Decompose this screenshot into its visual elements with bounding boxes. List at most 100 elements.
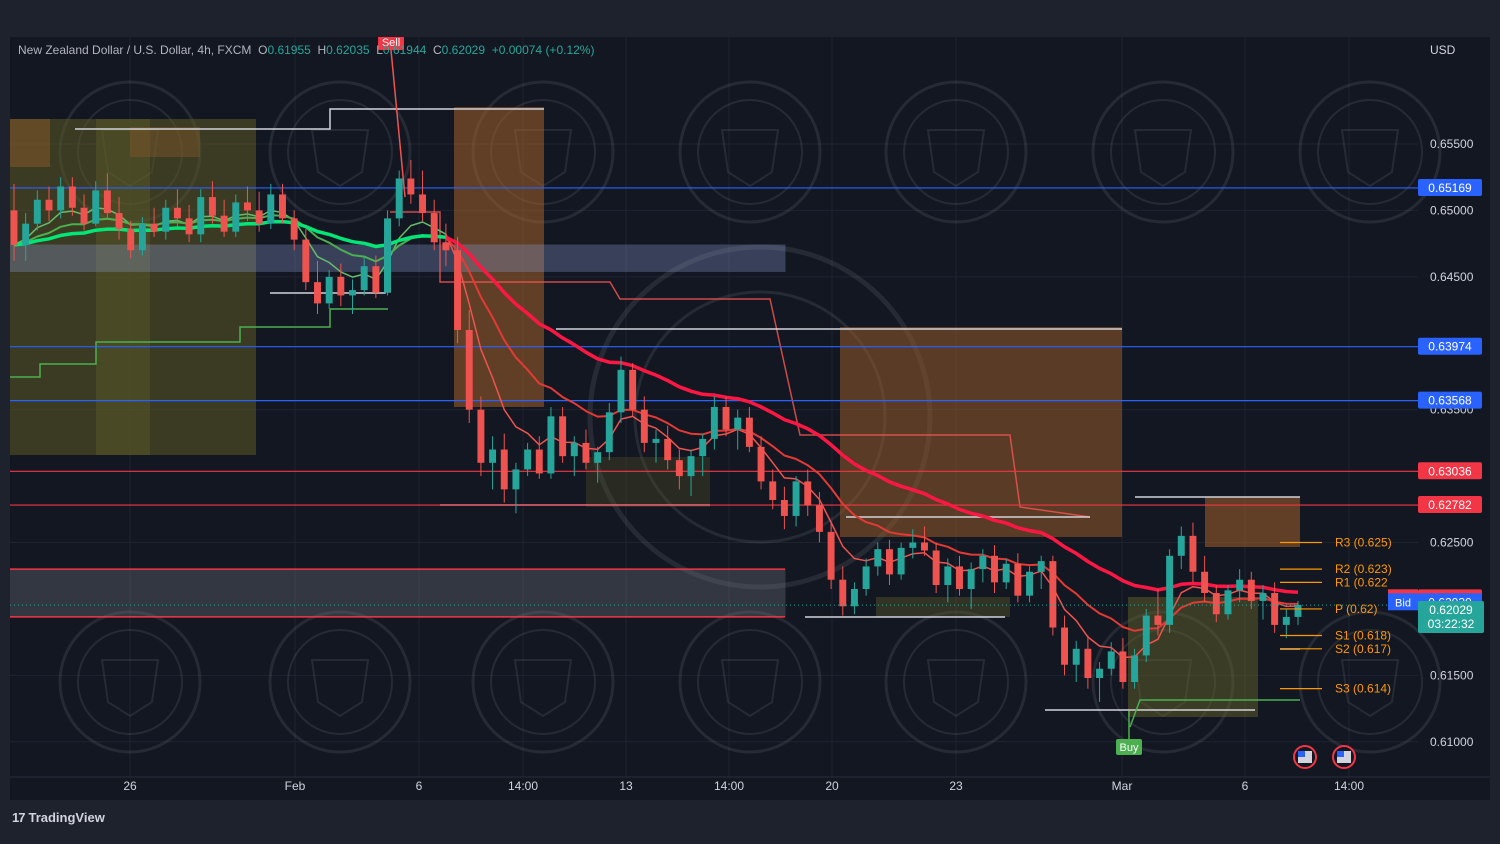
pivot-label: S3 (0.614) [1335,682,1391,696]
time-tick-label: 13 [619,779,633,793]
candle-body [337,276,345,296]
tradingview-logo[interactable]: 17 TradingView [12,810,105,825]
bid-label-bg [1388,593,1418,611]
us-flag-icon [1298,751,1305,757]
candle-body [979,555,987,570]
watermark-shield [1340,129,1400,188]
candle-body [991,555,998,583]
candle-body [127,229,135,251]
zone-block [130,127,200,157]
candle-body [967,569,975,590]
level-price-tag: 0.63974 [1428,340,1472,354]
price-tick-label: 0.65500 [1430,137,1474,151]
candle-body [45,199,53,211]
candle-body [710,407,718,439]
candle-body [524,449,532,470]
ema-slow-line [445,235,1299,595]
open-value: 0.61955 [267,43,311,57]
candle-body [594,452,602,463]
candle-body [512,469,520,490]
time-tick-label: 14:00 [1334,779,1364,793]
candle-body [780,500,788,516]
candle-body [1131,655,1139,683]
level-price-tag: 0.65169 [1428,181,1472,195]
candle-body [1247,579,1255,601]
candle-body [68,186,76,208]
price-zone [10,568,786,618]
currency-label: USD [1430,43,1456,57]
time-tick-label: 26 [123,779,137,793]
watermark-seal [697,99,803,205]
candle-body [792,481,800,516]
watermark-seal [903,629,1009,735]
candle-body [10,210,18,245]
candle-body [1154,615,1162,625]
tv-logo-text: TradingView [28,810,105,825]
candle-body [150,223,158,232]
candle-body [115,213,123,229]
time-tick-label: 6 [416,779,423,793]
candle-body [956,566,963,590]
watermark [58,80,1442,754]
candle-body [1014,563,1022,596]
watermark-shield [1340,659,1400,718]
candle-body [1084,648,1092,679]
watermark-seal [490,629,596,735]
candle-body [243,202,251,211]
candle-body [582,442,590,463]
candle-body [419,194,427,214]
watermark-shield [720,659,780,718]
us-flag-icon [1337,751,1344,757]
candle-body [1224,590,1232,615]
candle-body [33,199,41,224]
candle-body [500,449,508,490]
tv-logo-icon: 17 [12,810,26,825]
candle-body [932,550,940,586]
candle-body [430,213,438,243]
candle-body [185,218,193,235]
candle-body [1026,571,1033,596]
candle-body [220,215,228,232]
time-axis: 26 Feb 6 14:00 13 14:00 20 23 Mar 6 14:00 [10,776,1490,793]
watermark-seal [58,610,202,754]
watermark-seal [287,99,393,205]
high-label: H [317,43,327,57]
watermark-seal [268,610,412,754]
support-step-line [1129,699,1300,728]
watermark-seal [1298,80,1442,224]
time-tick-label: 14:00 [714,779,744,793]
candle-body [827,531,835,580]
candle-body [80,207,88,224]
high-value: 0.62035 [326,43,370,57]
price-zone [10,244,786,273]
candle-body [699,438,707,457]
ema-slow-line [13,219,447,249]
price-zones [10,244,786,618]
open-label: O [258,43,268,57]
symbol-legend: New Zealand Dollar / U.S. Dollar, 4h, FX… [18,43,594,57]
time-tick-label: 20 [825,779,839,793]
candle-body [208,197,216,216]
sell-signal-label: Sell [382,37,400,49]
candle-body [1282,616,1290,625]
buy-signal-badge [1116,739,1142,755]
price-tick-label: 0.64500 [1430,270,1474,284]
price-chart[interactable]: R3 (0.625) R2 (0.623)R1 (0.622 P (0.62) S1 … [10,37,1490,800]
candle-body [839,579,847,607]
candle-body [1212,593,1220,615]
candle-body [1002,563,1010,583]
pivot-levels: R3 (0.625) R2 (0.623)R1 (0.622 P (0.62) S1 … [1280,536,1392,696]
watermark-seal [1110,99,1216,205]
candle-body [535,449,543,474]
sell-signal-arrow [390,49,406,198]
price-tick-label: 0.61500 [1430,668,1474,682]
level-price-tag-bg [1418,337,1482,355]
watermark-seal [471,610,615,754]
candle-body [395,178,403,219]
channel-upper-step [75,108,544,130]
candle-body [687,456,695,477]
chart-pane[interactable]: R3 (0.625) R2 (0.623) R1 (0.622 P (0.62) S1 … [10,37,1490,800]
candle-body [279,194,286,219]
level-price-tag: 0.63036 [1428,464,1472,478]
candle-body [547,416,555,474]
